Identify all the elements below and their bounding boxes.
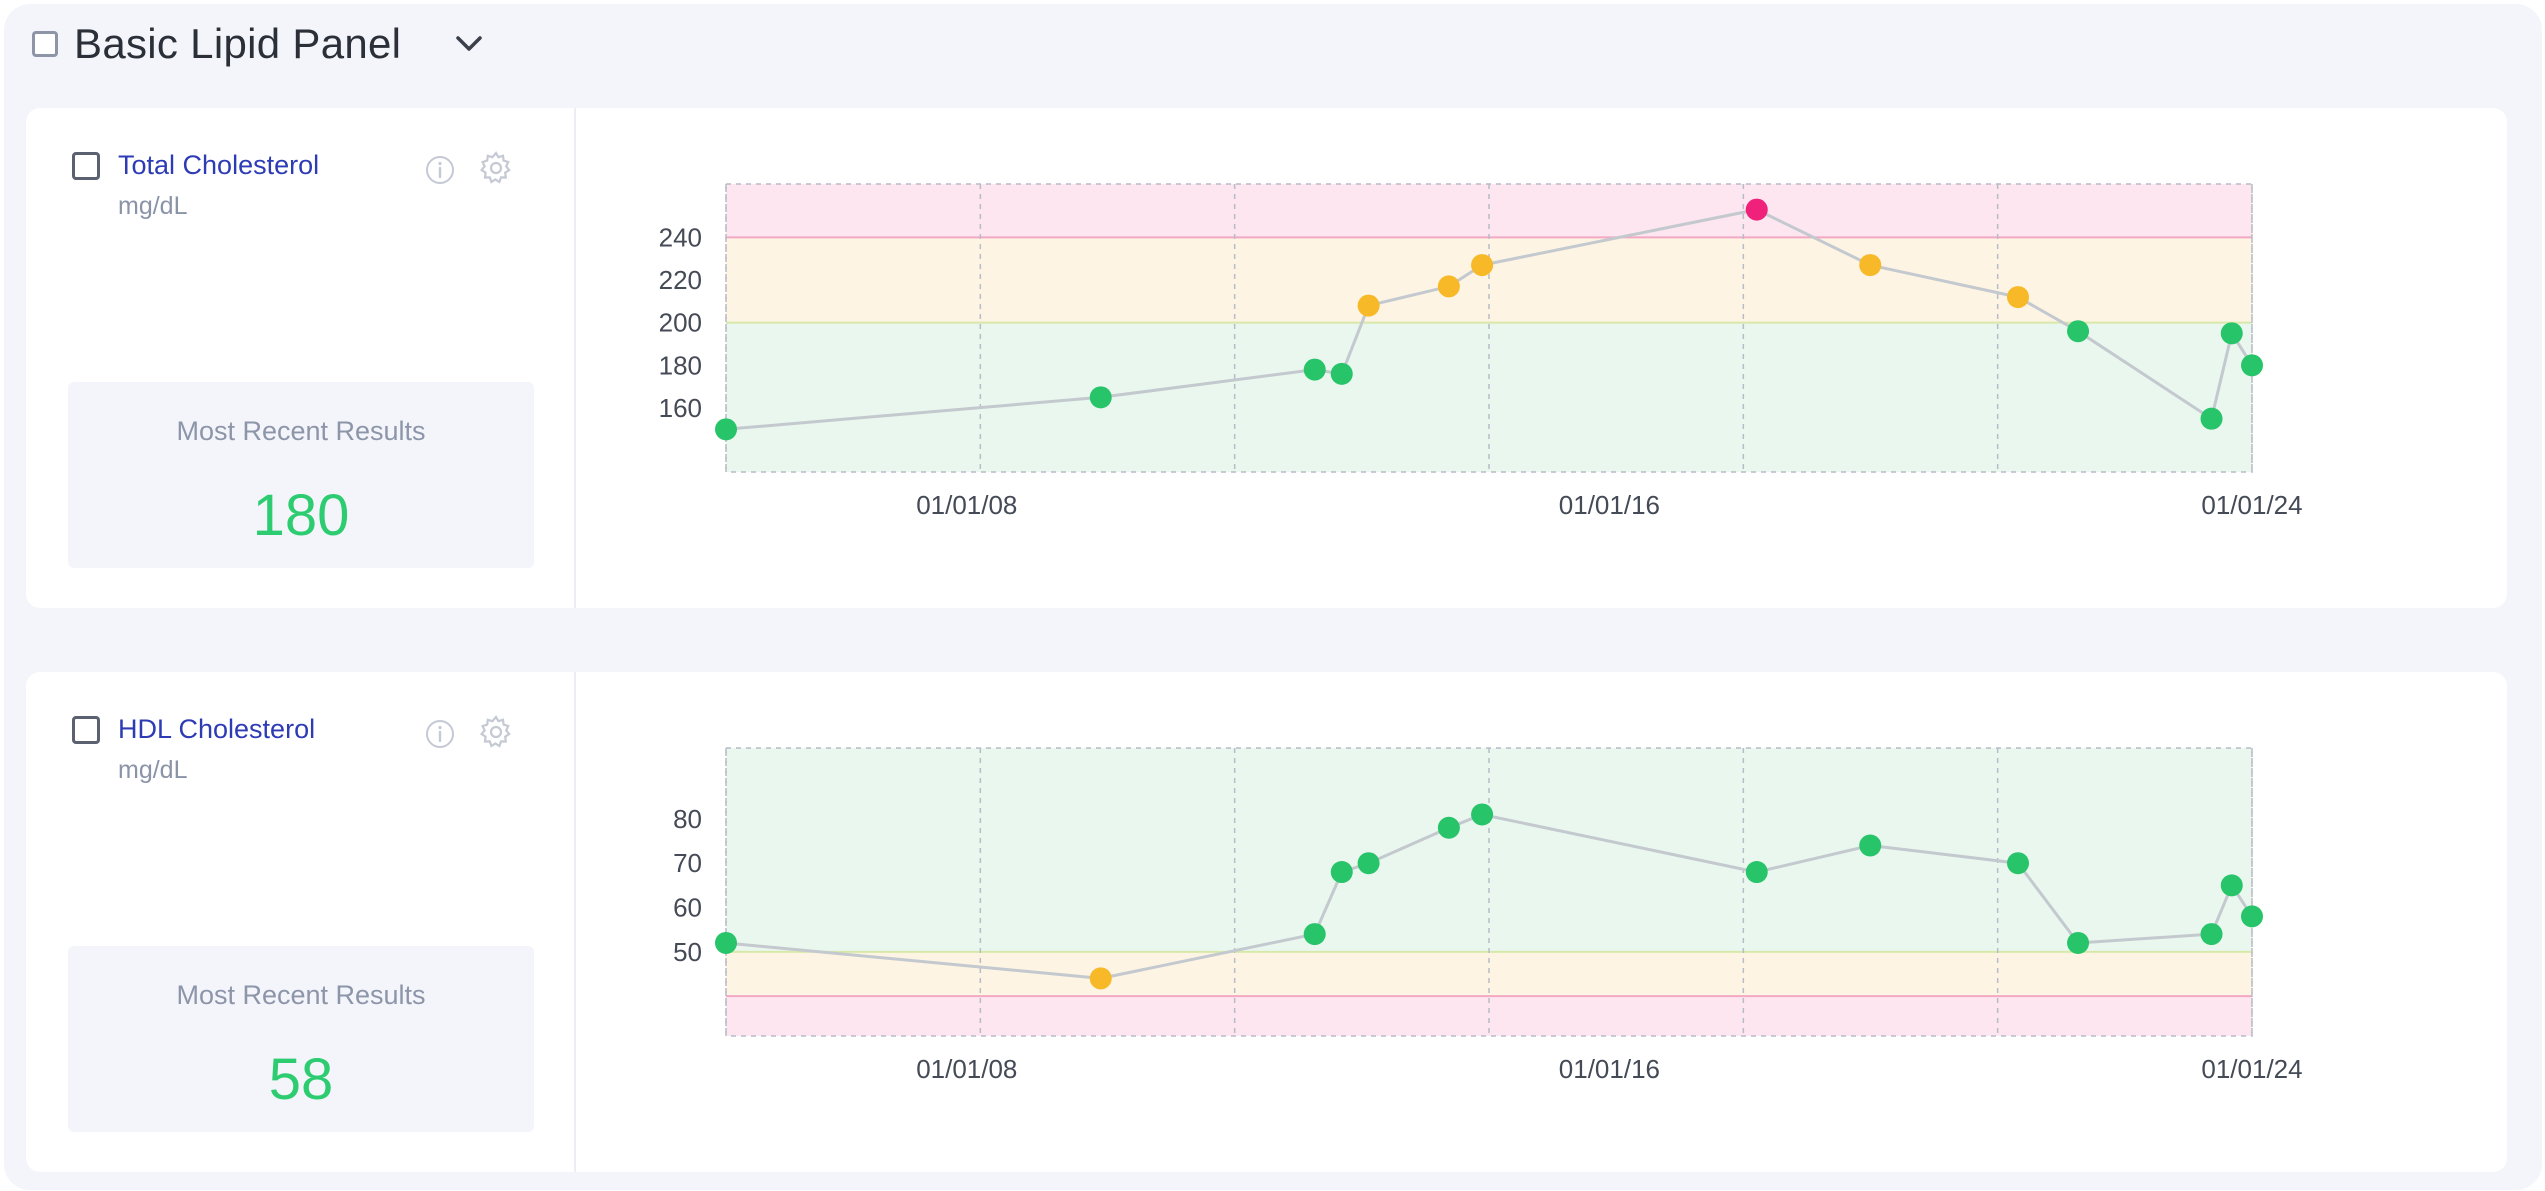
- test-select-checkbox[interactable]: [72, 152, 100, 180]
- y-tick-label: 80: [673, 804, 702, 834]
- data-point: [2067, 320, 2090, 343]
- test-card-total-cholesterol: Total Cholesterol mg/dL Most Recent Resu…: [26, 108, 2507, 608]
- hdl-cholesterol-chart: 50 60 70 80 01/01/08 01/01/16 01/01/24: [673, 747, 2303, 1084]
- test-name-link[interactable]: HDL Cholesterol: [118, 714, 316, 744]
- data-point: [1471, 254, 1494, 277]
- data-point: [1745, 198, 1768, 221]
- gear-icon[interactable]: [478, 150, 514, 186]
- data-point: [1859, 834, 1882, 857]
- chart-area: 50 60 70 80 01/01/08 01/01/16 01/01/24: [576, 672, 2507, 1172]
- y-tick-label: 160: [659, 393, 702, 423]
- data-point: [1471, 803, 1494, 826]
- gear-icon[interactable]: [478, 714, 514, 750]
- plot-border: [725, 747, 2253, 1037]
- y-tick-label: 70: [673, 848, 702, 878]
- info-icon[interactable]: [424, 154, 456, 186]
- range-band-high: [726, 184, 2252, 238]
- test-info: HDL Cholesterol mg/dL Most Recent Result…: [26, 672, 576, 1172]
- data-point: [1330, 362, 1353, 385]
- data-point: [1357, 294, 1380, 317]
- data-point: [1089, 967, 1112, 990]
- x-tick-label: 01/01/16: [1559, 1054, 1660, 1084]
- data-point: [2067, 931, 2090, 954]
- panel-header: Basic Lipid Panel: [32, 14, 489, 74]
- recent-results-label: Most Recent Results: [176, 980, 426, 1010]
- data-point: [1357, 852, 1380, 875]
- panel-select-checkbox[interactable]: [32, 31, 58, 57]
- plot-border: [725, 183, 2253, 473]
- lipid-panel: Basic Lipid Panel Total Cholesterol mg/d…: [4, 4, 2542, 1190]
- data-point: [1859, 254, 1882, 277]
- test-info: Total Cholesterol mg/dL Most Recent Resu…: [26, 108, 576, 608]
- data-point: [1745, 861, 1768, 884]
- x-tick-label: 01/01/16: [1559, 490, 1660, 520]
- data-point: [2200, 407, 2223, 430]
- y-tick-label: 200: [659, 308, 702, 338]
- y-tick-label: 60: [673, 893, 702, 923]
- y-tick-label: 220: [659, 265, 702, 295]
- data-point: [715, 931, 737, 954]
- y-tick-label: 240: [659, 222, 702, 252]
- y-tick-label: 180: [659, 350, 702, 380]
- data-point: [1303, 358, 1326, 381]
- chevron-down-icon[interactable]: [449, 24, 489, 64]
- data-point: [2220, 874, 2243, 897]
- data-point: [1089, 386, 1112, 409]
- recent-results-value: 180: [252, 483, 350, 548]
- data-point: [2241, 354, 2263, 377]
- panel-title: Basic Lipid Panel: [74, 20, 402, 67]
- series-line: [725, 812, 2254, 980]
- test-name-link[interactable]: Total Cholesterol: [118, 150, 320, 180]
- data-point: [1437, 275, 1460, 298]
- data-point: [2220, 322, 2243, 345]
- data-point: [2200, 923, 2223, 946]
- data-point: [1330, 861, 1353, 884]
- data-point: [1303, 923, 1326, 946]
- most-recent-results: Most Recent Results 58: [68, 946, 534, 1132]
- data-point: [715, 418, 737, 441]
- data-point: [2007, 852, 2030, 875]
- test-card-hdl-cholesterol: HDL Cholesterol mg/dL Most Recent Result…: [26, 672, 2507, 1172]
- recent-results-label: Most Recent Results: [176, 416, 426, 446]
- total-cholesterol-chart: 160 180 200 220 240 01/01/08 01/01/16 01/01/24: [659, 183, 2303, 520]
- data-point: [2007, 286, 2030, 309]
- x-tick-label: 01/01/24: [2201, 490, 2302, 520]
- x-tick-label: 01/01/24: [2201, 1054, 2302, 1084]
- x-tick-label: 01/01/08: [916, 490, 1017, 520]
- info-icon[interactable]: [424, 718, 456, 750]
- range-band-borderline: [726, 237, 2252, 323]
- most-recent-results: Most Recent Results 180: [68, 382, 534, 568]
- data-point: [1437, 816, 1460, 839]
- y-tick-label: 50: [673, 937, 702, 967]
- test-select-checkbox[interactable]: [72, 716, 100, 744]
- data-point: [2241, 905, 2263, 928]
- recent-results-value: 58: [268, 1047, 334, 1112]
- x-tick-label: 01/01/08: [916, 1054, 1017, 1084]
- test-unit: mg/dL: [118, 756, 188, 784]
- test-unit: mg/dL: [118, 192, 188, 220]
- chart-area: 160 180 200 220 240 01/01/08 01/01/16 01/01/24: [576, 108, 2507, 608]
